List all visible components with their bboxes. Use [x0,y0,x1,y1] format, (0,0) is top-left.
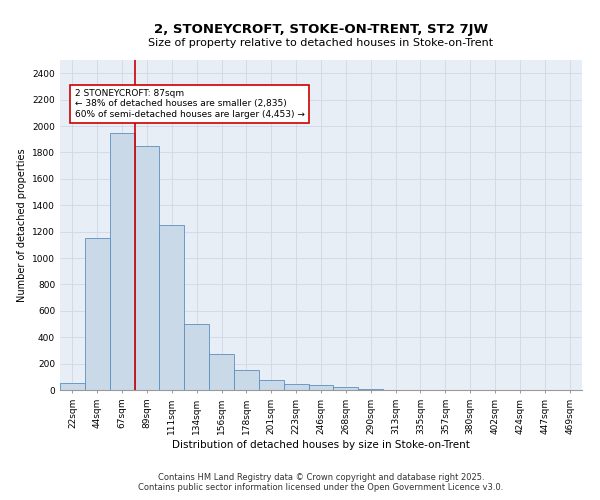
Bar [284,384,308,390]
Bar [234,370,259,390]
Bar [209,354,234,390]
Bar [160,225,184,390]
Text: Size of property relative to detached houses in Stoke-on-Trent: Size of property relative to detached ho… [148,38,494,48]
X-axis label: Distribution of detached houses by size in Stoke-on-Trent: Distribution of detached houses by size … [172,440,470,450]
Bar [85,238,110,390]
Text: 2, STONEYCROFT, STOKE-ON-TRENT, ST2 7JW: 2, STONEYCROFT, STOKE-ON-TRENT, ST2 7JW [154,22,488,36]
Bar [110,132,134,390]
Text: 2 STONEYCROFT: 87sqm
← 38% of detached houses are smaller (2,835)
60% of semi-de: 2 STONEYCROFT: 87sqm ← 38% of detached h… [75,89,305,119]
Bar [134,146,160,390]
Bar [334,386,358,390]
Bar [308,386,334,390]
Text: Contains HM Land Registry data © Crown copyright and database right 2025.
Contai: Contains HM Land Registry data © Crown c… [139,473,503,492]
Bar [60,384,85,390]
Bar [184,324,209,390]
Bar [358,388,383,390]
Bar [259,380,284,390]
Y-axis label: Number of detached properties: Number of detached properties [17,148,26,302]
